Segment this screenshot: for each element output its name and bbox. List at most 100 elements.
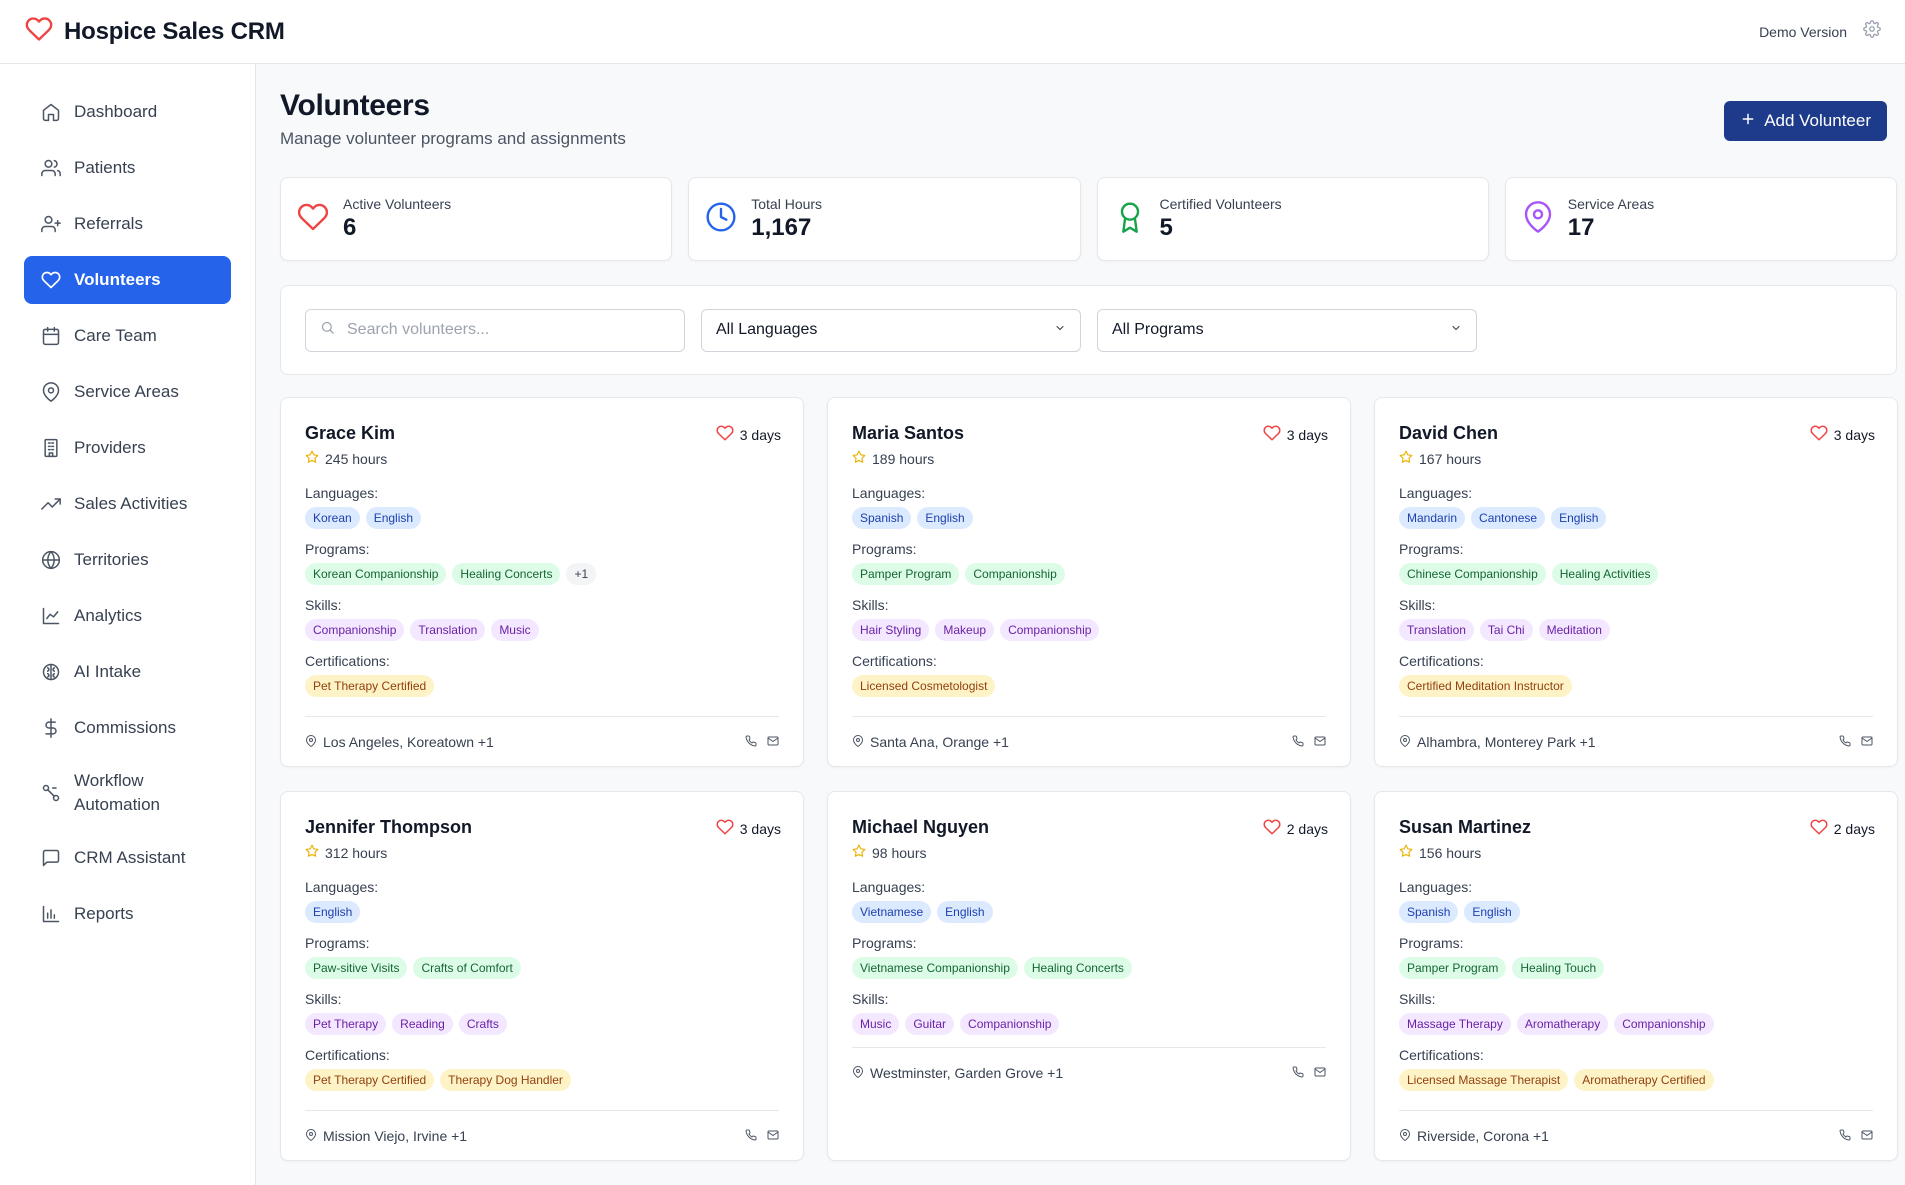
volunteer-name: Maria Santos xyxy=(852,423,965,443)
sidebar-item-label: Sales Activities xyxy=(74,494,188,513)
volunteer-hours: 156 hours xyxy=(1419,844,1482,861)
mail-icon[interactable] xyxy=(767,734,779,750)
sidebar-item-label: AI Intake xyxy=(74,662,142,681)
sidebar-item-label: CRM Assistant xyxy=(74,848,186,867)
skills-label: Skills: xyxy=(852,991,889,1007)
main-content: Volunteers Manage volunteer programs and… xyxy=(280,64,1898,1185)
program-tag: Healing Activities xyxy=(1551,563,1659,585)
language-tag: English xyxy=(917,507,973,529)
phone-icon[interactable] xyxy=(745,734,757,750)
sidebar-item-sales-activities[interactable]: Sales Activities xyxy=(24,480,231,528)
add-volunteer-button[interactable]: Add Volunteer xyxy=(1724,101,1887,141)
skills-label: Skills: xyxy=(1399,597,1436,613)
volunteer-card[interactable]: David Chen 167 hours 3 days Languages: M… xyxy=(1374,397,1898,767)
sidebar-item-volunteers[interactable]: Volunteers xyxy=(24,256,231,304)
stat-value: 6 xyxy=(343,214,357,241)
volunteer-location: Riverside, Corona +1 xyxy=(1417,1127,1549,1144)
search-icon xyxy=(320,320,335,340)
certification-tag: Pet Therapy Certified xyxy=(305,1069,435,1091)
sidebar-item-analytics[interactable]: Analytics xyxy=(24,592,231,640)
map-pin-icon xyxy=(1522,200,1554,238)
gear-icon[interactable] xyxy=(1863,20,1881,43)
language-tag: English xyxy=(1464,901,1520,923)
program-tag: Vietnamese Companionship xyxy=(852,957,1018,979)
certifications-label: Certifications: xyxy=(852,653,937,669)
language-select[interactable]: All Languages xyxy=(701,308,1081,352)
mail-icon[interactable] xyxy=(1861,1128,1873,1144)
sidebar-item-territories[interactable]: Territories xyxy=(24,536,231,584)
globe-icon xyxy=(40,549,62,571)
volunteer-card[interactable]: Grace Kim 245 hours 3 days Languages: Ko… xyxy=(280,397,804,767)
language-tag: English xyxy=(937,901,993,923)
map-pin-icon xyxy=(305,1128,317,1144)
mail-icon[interactable] xyxy=(767,1128,779,1144)
sidebar-item-workflow-automation[interactable]: Workflow Automation xyxy=(24,760,231,826)
stat-label: Total Hours xyxy=(751,196,823,212)
volunteer-card[interactable]: Jennifer Thompson 312 hours 3 days Langu… xyxy=(280,791,804,1161)
sidebar-item-referrals[interactable]: Referrals xyxy=(24,200,231,248)
sidebar-item-commissions[interactable]: Commissions xyxy=(24,704,231,752)
volunteer-hours: 98 hours xyxy=(872,844,927,861)
sidebar-item-dashboard[interactable]: Dashboard xyxy=(24,88,231,136)
phone-icon[interactable] xyxy=(1839,734,1851,750)
program-tag: Healing Concerts xyxy=(1023,957,1132,979)
sidebar-item-label: Territories xyxy=(74,550,149,569)
sidebar-item-label: Care Team xyxy=(74,326,157,345)
program-tag: Pamper Program xyxy=(1399,957,1507,979)
sidebar-item-service-areas[interactable]: Service Areas xyxy=(24,368,231,416)
brand[interactable]: Hospice Sales CRM xyxy=(24,15,285,48)
sidebar-item-label: Referrals xyxy=(74,214,143,233)
volunteer-location: Los Angeles, Koreatown +1 xyxy=(323,733,494,750)
sidebar-item-label: Commissions xyxy=(74,718,177,737)
top-bar: Hospice Sales CRM Demo Version xyxy=(0,0,1905,64)
volunteer-hours: 312 hours xyxy=(325,844,388,861)
volunteer-name: Michael Nguyen xyxy=(852,817,990,837)
program-tag: Chinese Companionship xyxy=(1399,563,1546,585)
volunteer-card[interactable]: Michael Nguyen 98 hours 2 days Languages… xyxy=(827,791,1351,1161)
sidebar-item-label: Analytics xyxy=(74,606,143,625)
skill-tag: Hair Styling xyxy=(852,619,930,641)
skill-tag: Music xyxy=(491,619,539,641)
availability: 2 days xyxy=(1286,820,1328,837)
phone-icon[interactable] xyxy=(745,1128,757,1144)
program-select[interactable]: All Programs xyxy=(1097,308,1477,352)
sidebar-item-ai-intake[interactable]: AI Intake xyxy=(24,648,231,696)
languages-label: Languages: xyxy=(305,485,379,501)
sidebar-item-reports[interactable]: Reports xyxy=(24,890,231,938)
award-icon xyxy=(1114,201,1146,238)
languages-label: Languages: xyxy=(305,879,379,895)
languages-label: Languages: xyxy=(852,879,926,895)
language-tag: English xyxy=(365,507,422,529)
add-volunteer-label: Add Volunteer xyxy=(1764,111,1871,130)
volunteer-card[interactable]: Susan Martinez 156 hours 2 days Language… xyxy=(1374,791,1898,1161)
more-programs-tag: +1 xyxy=(566,563,597,585)
volunteer-location: Santa Ana, Orange +1 xyxy=(870,733,1009,750)
stat-value: 17 xyxy=(1567,214,1595,241)
sidebar-item-patients[interactable]: Patients xyxy=(24,144,231,192)
mail-icon[interactable] xyxy=(1861,734,1873,750)
languages-label: Languages: xyxy=(852,485,926,501)
mail-icon[interactable] xyxy=(1314,1065,1326,1081)
search-box[interactable] xyxy=(305,308,685,352)
language-tag: Korean xyxy=(305,507,360,529)
skills-label: Skills: xyxy=(305,597,342,613)
volunteer-card[interactable]: Maria Santos 189 hours 3 days Languages:… xyxy=(827,397,1351,767)
search-input[interactable] xyxy=(347,321,670,339)
skill-tag: Companionship xyxy=(960,1013,1060,1035)
map-pin-icon xyxy=(1399,734,1411,750)
stat-card-certified-volunteers: Certified Volunteers 5 xyxy=(1096,177,1489,261)
heart-icon xyxy=(716,424,734,445)
certifications-label: Certifications: xyxy=(305,1047,390,1063)
mail-icon[interactable] xyxy=(1314,734,1326,750)
phone-icon[interactable] xyxy=(1839,1128,1851,1144)
page-subtitle: Manage volunteer programs and assignment… xyxy=(280,129,626,148)
phone-icon[interactable] xyxy=(1292,734,1304,750)
phone-icon[interactable] xyxy=(1292,1065,1304,1081)
volunteer-hours: 245 hours xyxy=(325,450,388,467)
bar-chart-icon xyxy=(40,903,62,925)
sidebar-item-providers[interactable]: Providers xyxy=(24,424,231,472)
sidebar-item-care-team[interactable]: Care Team xyxy=(24,312,231,360)
trending-up-icon xyxy=(40,493,62,515)
sidebar-item-label: Patients xyxy=(74,158,136,177)
sidebar-item-crm-assistant[interactable]: CRM Assistant xyxy=(24,834,231,882)
